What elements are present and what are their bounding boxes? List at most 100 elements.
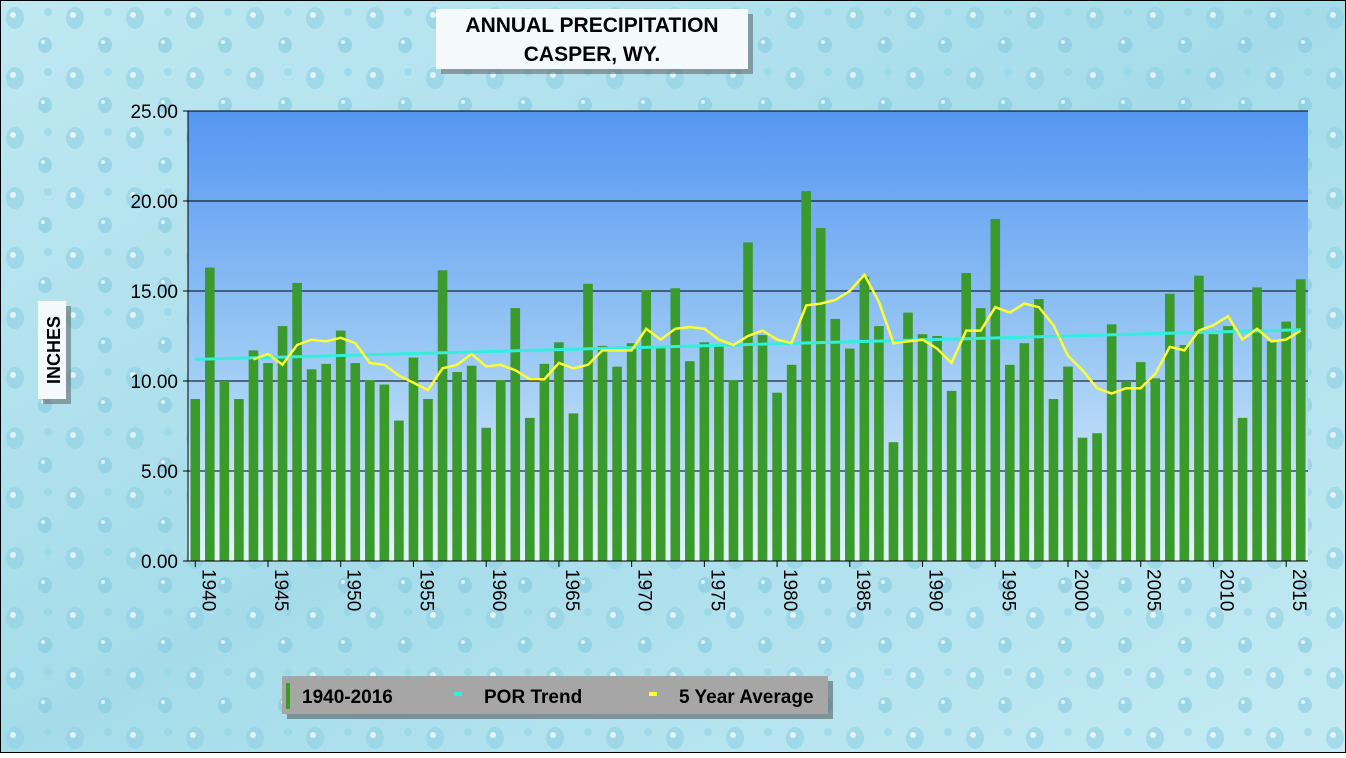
legend-marker — [286, 683, 290, 709]
bar — [1106, 324, 1117, 561]
bar — [248, 350, 259, 561]
bar — [1048, 399, 1059, 561]
x-tick-label: 2015 — [1288, 569, 1309, 611]
y-axis-label: INCHES — [44, 316, 64, 384]
bar — [394, 420, 404, 561]
bar — [641, 290, 651, 561]
y-tick-label: 15.00 — [130, 282, 178, 303]
legend-marker — [649, 692, 657, 696]
y-tick-label: 5.00 — [141, 462, 178, 483]
x-tick-label: 1940 — [197, 569, 218, 611]
legend-label: 1940-2016 — [302, 687, 393, 708]
bar — [1295, 279, 1306, 561]
bar — [321, 363, 331, 561]
bar — [1165, 293, 1175, 561]
x-tick-label: 2010 — [1215, 569, 1236, 611]
bar — [437, 270, 448, 561]
bar — [335, 330, 346, 561]
x-tick-label: 1955 — [415, 569, 436, 611]
title-box — [436, 9, 748, 69]
bar — [190, 399, 201, 561]
bar — [801, 191, 811, 561]
line — [195, 328, 1301, 361]
bar — [597, 345, 608, 561]
x-tick-label: 1975 — [706, 569, 727, 611]
bar — [1077, 437, 1088, 561]
x-tick-label: 1960 — [488, 569, 509, 611]
bar — [888, 442, 899, 561]
bar — [990, 219, 1001, 561]
bar — [917, 334, 928, 561]
bar — [539, 363, 550, 561]
bar — [670, 288, 681, 561]
bar — [1281, 321, 1291, 561]
x-tick-label: 1985 — [852, 569, 873, 611]
bar — [350, 363, 361, 561]
bar — [525, 417, 535, 561]
bar — [1092, 433, 1102, 561]
x-tick-label: 1965 — [561, 569, 582, 611]
x-tick-label: 1945 — [270, 569, 291, 611]
bar — [1223, 326, 1233, 561]
bar — [1019, 343, 1030, 561]
bar — [859, 276, 870, 561]
bar — [379, 384, 390, 561]
bar — [932, 336, 942, 561]
bar — [786, 364, 797, 561]
x-tick-label: 1970 — [634, 569, 655, 611]
bar — [219, 381, 230, 561]
y-tick-label: 0.00 — [141, 552, 178, 573]
chart-title: ANNUAL PRECIPITATION — [465, 14, 718, 37]
legend-box — [282, 676, 828, 714]
bar — [699, 342, 710, 561]
bar — [452, 372, 462, 561]
bar — [423, 399, 433, 561]
bar — [1005, 364, 1015, 561]
bar — [205, 267, 215, 561]
bar — [466, 365, 477, 561]
bar — [510, 308, 521, 561]
legend-label: 5 Year Average — [679, 687, 814, 708]
bar — [1179, 345, 1190, 561]
bar — [1135, 362, 1146, 561]
bar — [975, 308, 986, 561]
bar — [263, 363, 273, 561]
bar — [481, 427, 491, 561]
bar — [714, 345, 724, 561]
bar — [612, 366, 622, 561]
bar — [728, 380, 739, 561]
legend-marker — [454, 692, 462, 696]
x-tick-label: 1980 — [779, 569, 800, 611]
bar — [626, 343, 637, 561]
line — [253, 272, 1302, 395]
bar — [845, 348, 855, 561]
bar — [874, 326, 884, 561]
bar — [685, 361, 695, 561]
bar — [757, 335, 768, 561]
bar — [1208, 334, 1219, 561]
bar — [1266, 341, 1277, 561]
x-tick-label: 2000 — [1070, 569, 1091, 611]
x-tick-label: 1995 — [997, 569, 1018, 611]
bar — [408, 357, 419, 561]
y-tick-label: 25.00 — [130, 102, 178, 123]
bar — [234, 399, 244, 561]
bar — [772, 392, 782, 561]
x-tick-label: 1990 — [925, 569, 946, 611]
bar — [946, 390, 957, 561]
y-tick-label: 20.00 — [130, 192, 178, 213]
bar — [1034, 299, 1044, 561]
bar — [655, 345, 666, 561]
bar — [1237, 417, 1248, 561]
chart-subtitle: CASPER, WY. — [524, 43, 661, 66]
bar — [365, 380, 375, 561]
bar — [277, 326, 288, 561]
bar — [1150, 378, 1161, 561]
legend-label: POR Trend — [484, 687, 582, 708]
bar — [815, 228, 826, 561]
bar — [554, 342, 564, 561]
bar — [903, 312, 913, 561]
bar — [583, 283, 593, 561]
x-tick-label: 1950 — [343, 569, 364, 611]
